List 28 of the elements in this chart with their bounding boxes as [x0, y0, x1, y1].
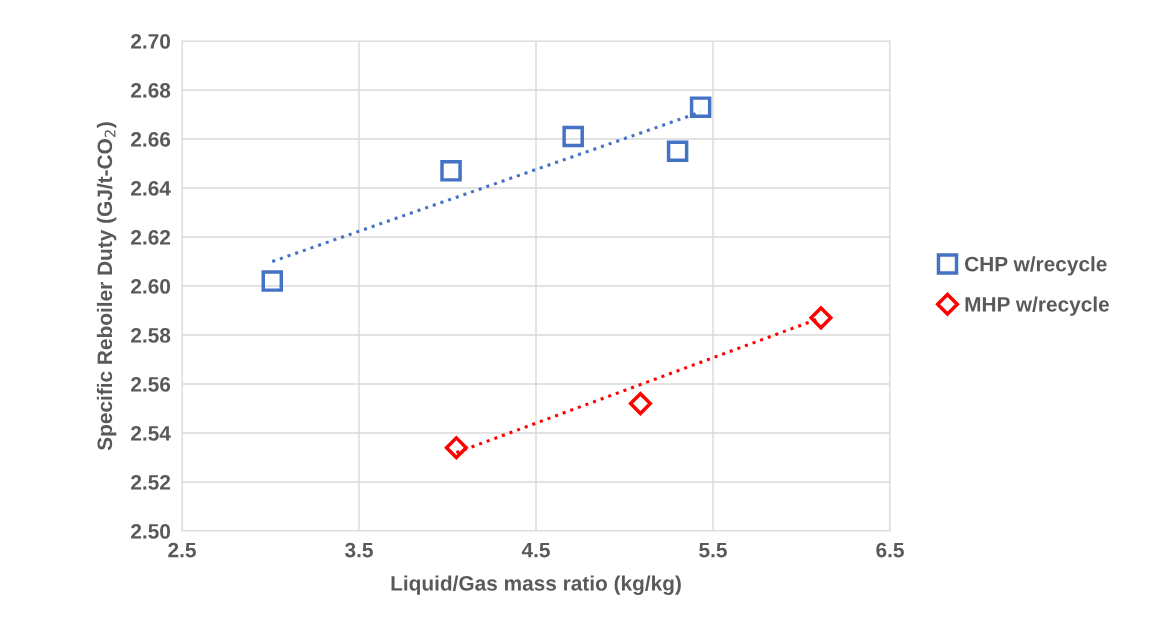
y-tick-label: 2.66: [131, 132, 171, 147]
point: [689, 96, 712, 118]
point: [562, 125, 584, 148]
x-tick-label: 5.5: [699, 542, 727, 558]
legend-label: MHP w/recycle: [965, 296, 1109, 316]
y-tick-label: 2.56: [131, 377, 171, 392]
y-tick-label: 2.70: [131, 34, 171, 49]
x-tick-label: 3.5: [345, 542, 373, 558]
y-axis-title: Specific Reboiler Duty (GJ/t-CO$_{2}$): [96, 122, 117, 451]
y-tick-label: 2.52: [131, 475, 171, 490]
y-tick-label: 2.68: [131, 83, 171, 98]
y-tick-label: 2.58: [131, 328, 171, 343]
point: [628, 392, 652, 416]
x-tick-label: 2.5: [168, 542, 196, 558]
y-tick-label: 2.60: [131, 279, 171, 294]
x-tick-label: 4.5: [521, 542, 550, 558]
point: [444, 436, 468, 460]
point: [440, 160, 462, 182]
point: [809, 306, 833, 330]
x-tick-label: 6.5: [876, 542, 904, 558]
x-axis-title: Liquid/Gas mass ratio (kg/kg): [391, 575, 681, 595]
y-tick-label: 2.62: [131, 230, 171, 245]
legend-label: CHP w/recycle: [965, 256, 1107, 276]
point: [666, 140, 689, 163]
y-tick-label: 2.50: [131, 524, 171, 539]
point: [261, 270, 284, 292]
y-tick-label: 2.54: [131, 426, 171, 441]
y-tick-label: 2.64: [131, 181, 171, 196]
